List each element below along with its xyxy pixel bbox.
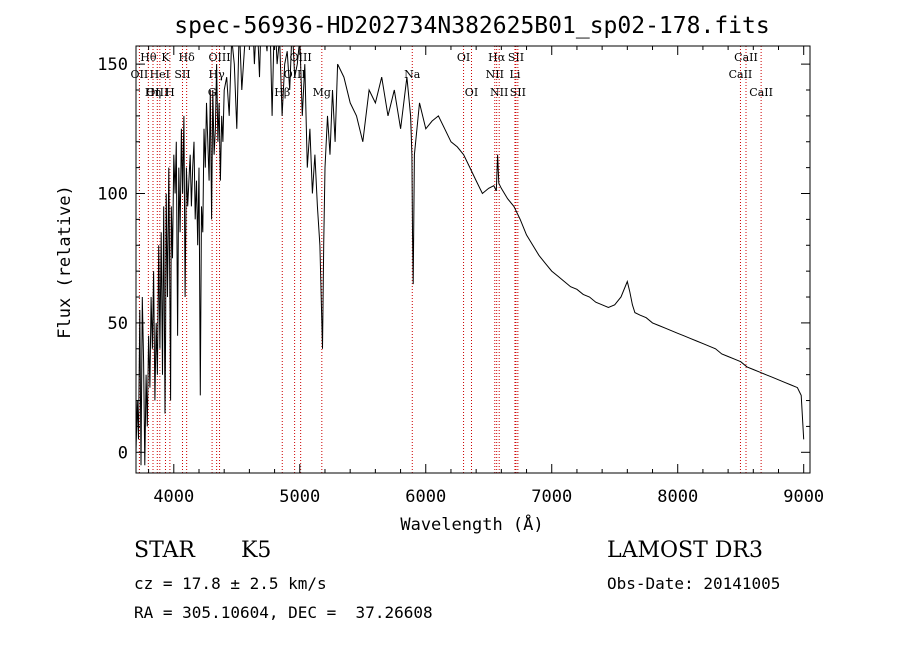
line-label: Hα (488, 51, 506, 64)
chart-title: spec-56936-HD202734N382625B01_sp02-178.f… (174, 13, 769, 39)
line-label: CaII (734, 51, 758, 64)
plot-frame (135, 45, 811, 474)
line-label: Hβ (274, 86, 290, 99)
line-label: SII (510, 86, 526, 99)
line-label: G (208, 86, 217, 99)
line-label: K (161, 51, 170, 64)
obs-date: Obs-Date: 20141005 (607, 574, 781, 593)
y-axis-label: Flux (relative) (55, 185, 75, 339)
spectrum-line (136, 46, 805, 466)
line-label: SII (174, 68, 190, 81)
line-label: Na (404, 68, 421, 81)
line-label: OI (465, 86, 478, 99)
coordinates: RA = 305.10604, DEC = 37.26608 (134, 603, 433, 622)
line-label: H (165, 86, 175, 99)
line-label: CaII (749, 86, 773, 99)
y-tick-label: 0 (118, 443, 128, 463)
y-tick-label: 50 (108, 314, 128, 334)
line-label: OI (457, 51, 470, 64)
x-tick-label: 7000 (531, 487, 572, 507)
survey-name: LAMOST DR3 (607, 538, 763, 563)
redshift-info: cz = 17.8 ± 2.5 km/s (134, 574, 327, 593)
line-label: Hδ (179, 51, 196, 64)
line-label: Mg (313, 86, 331, 99)
x-tick-label: 8000 (657, 487, 698, 507)
line-label: OII (131, 68, 149, 81)
x-tick-label: 4000 (153, 487, 194, 507)
line-label: HeI (150, 68, 170, 81)
x-axis-label: Wavelength (Å) (400, 513, 543, 535)
x-tick-label: 9000 (783, 487, 824, 507)
line-label: Hη (145, 86, 161, 99)
line-label: OIII (146, 86, 168, 99)
y-tick-label: 100 (97, 185, 128, 205)
spectral-subclass: K5 (241, 538, 272, 563)
line-label: Li (510, 68, 521, 81)
line-label: CaII (729, 68, 753, 81)
object-class: STAR (134, 538, 195, 563)
y-tick-label: 150 (97, 55, 128, 75)
line-label: NII (490, 86, 508, 99)
x-tick-label: 5000 (279, 487, 320, 507)
line-label: OIII (208, 51, 230, 64)
x-tick-label: 6000 (405, 487, 446, 507)
line-label: NII (486, 68, 504, 81)
line-label: SII (508, 51, 524, 64)
line-label: Hθ (140, 51, 157, 64)
